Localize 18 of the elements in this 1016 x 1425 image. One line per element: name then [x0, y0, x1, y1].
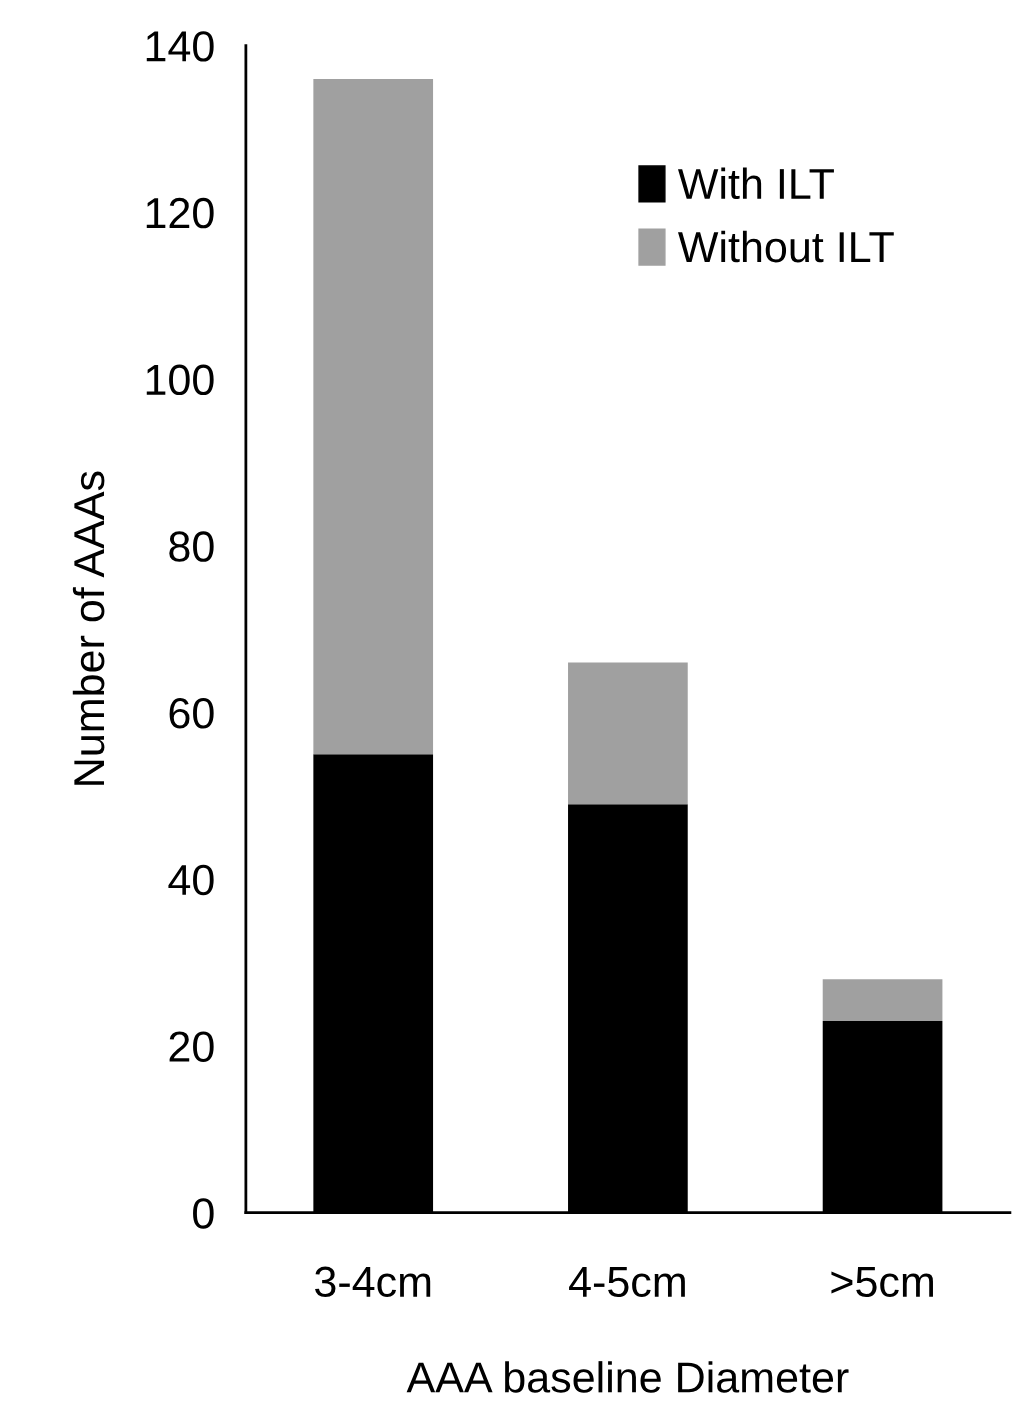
x-tick-label: 4-5cm — [569, 1267, 685, 1298]
x-axis-title: AAA baseline Diameter — [406, 1361, 849, 1393]
legend-label: With ILT — [677, 167, 834, 200]
y-tick-label: 0 — [193, 1198, 214, 1229]
y-tick-label: 140 — [146, 31, 214, 62]
y-tick-label: 120 — [146, 197, 214, 229]
x-tick-label: >5cm — [831, 1267, 933, 1298]
bar — [313, 78, 434, 755]
y-axis-title: Number of AAAs — [72, 471, 105, 785]
y-tick-label: 80 — [169, 531, 214, 562]
x-tick-label: 3-4cm — [315, 1266, 431, 1298]
legend-label: Without ILT — [677, 230, 894, 263]
bar — [568, 662, 688, 805]
y-tick-label: 40 — [168, 864, 214, 896]
y-tick-label: 60 — [169, 698, 214, 729]
y-tick-label: 100 — [146, 364, 214, 396]
y-tick-label: 20 — [169, 1031, 214, 1062]
bar — [822, 979, 943, 1021]
